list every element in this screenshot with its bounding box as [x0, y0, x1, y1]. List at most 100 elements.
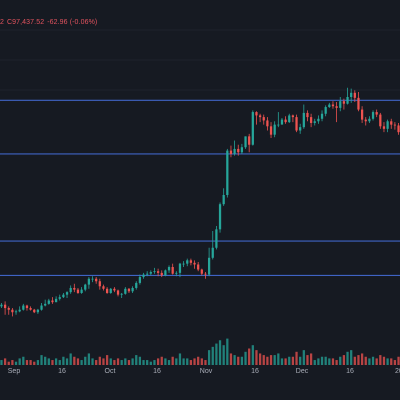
volume-bar	[40, 355, 43, 365]
candle-body	[102, 286, 105, 289]
candle-body	[346, 97, 349, 104]
candle-body	[193, 262, 196, 265]
horizontal-lines[interactable]	[0, 99, 400, 276]
candle-body	[84, 284, 87, 290]
volume-bar	[164, 358, 167, 365]
candle-body	[284, 119, 287, 123]
grid-lines	[0, 29, 400, 91]
candle-body	[368, 118, 371, 122]
volume-bar	[240, 356, 244, 365]
candle-body	[357, 97, 360, 110]
candle-body	[288, 115, 291, 123]
volume-bar	[295, 351, 298, 365]
volume-bar	[393, 360, 397, 365]
volume-bar	[113, 360, 116, 365]
candle-body	[47, 300, 50, 304]
volume-bar	[175, 358, 178, 365]
volume-bar	[226, 338, 229, 365]
volume-bar	[306, 355, 309, 365]
volume-bar	[109, 358, 112, 365]
volume-bar	[73, 356, 76, 365]
candle-body	[342, 101, 346, 104]
volume-bar	[368, 358, 371, 365]
candle-body	[397, 125, 400, 133]
candle-body	[40, 305, 43, 310]
volume-bar	[284, 358, 287, 365]
volume-bar	[339, 356, 342, 365]
candle-body	[386, 121, 389, 129]
x-tick-label: Nov	[200, 368, 213, 375]
candle-body	[116, 290, 120, 295]
candle-body	[95, 278, 98, 282]
candle-body	[299, 127, 302, 131]
candle-body	[0, 304, 3, 307]
volume-bar	[353, 356, 356, 365]
candle-body	[269, 126, 273, 135]
volume-bar	[65, 358, 69, 365]
volume-bar	[22, 356, 25, 365]
volume-bar	[135, 355, 138, 365]
volume-bar	[222, 345, 225, 365]
volume-bar	[313, 360, 316, 365]
candle-body	[390, 121, 393, 125]
volume-bar	[58, 360, 61, 365]
volume-bar	[218, 340, 222, 365]
volume-bar	[360, 353, 364, 365]
volume-bar	[193, 358, 196, 365]
volume-bar	[3, 358, 7, 365]
candle-body	[331, 104, 335, 107]
candle-body	[138, 277, 142, 283]
x-tick-label: 16	[251, 368, 259, 375]
volume-bar	[149, 361, 152, 365]
volume-bar	[357, 355, 360, 365]
candle-body	[80, 289, 83, 293]
candle-body	[251, 112, 254, 145]
volume-bar	[397, 356, 400, 365]
volume-bar	[390, 358, 393, 365]
volume-bar	[364, 356, 367, 365]
volume-bar	[146, 360, 149, 365]
candle-body	[240, 147, 244, 153]
volume-bar	[382, 356, 386, 365]
candle-body	[171, 267, 174, 274]
candle-body	[186, 260, 189, 264]
candle-body	[302, 112, 305, 128]
volume-bar	[204, 360, 207, 365]
volume-bar	[160, 356, 163, 365]
candle-body	[222, 194, 225, 205]
x-tick-label: 16	[346, 368, 354, 375]
candle-body	[87, 278, 91, 285]
volume-bar	[116, 358, 120, 365]
volume-bar	[237, 356, 240, 365]
candle-body	[73, 287, 76, 290]
candle-body	[277, 124, 280, 126]
candle-body	[182, 263, 185, 265]
candle-body	[149, 272, 152, 274]
volume-bar	[189, 360, 193, 365]
candle-body	[62, 294, 65, 298]
candle-body	[226, 150, 229, 195]
volume-bar	[29, 360, 32, 365]
candle-body	[33, 309, 36, 313]
volume-bar	[273, 355, 276, 365]
candle-body	[109, 288, 112, 293]
candle-body	[76, 289, 80, 293]
volume-bar	[131, 358, 134, 365]
volume-bar	[76, 358, 80, 365]
volume-bar	[258, 353, 262, 365]
candle-body	[36, 309, 40, 313]
volume-bar	[142, 360, 145, 365]
candle-body	[350, 92, 353, 97]
candle-body	[273, 124, 276, 135]
candle-body	[167, 267, 171, 271]
volume-bar	[167, 360, 171, 365]
volume-bar	[44, 356, 47, 365]
volume-bar	[266, 356, 269, 365]
candle-body	[54, 298, 58, 303]
volume-bar	[102, 358, 105, 365]
volume-bar	[280, 358, 284, 365]
candle-body	[204, 273, 207, 275]
candle-body	[11, 309, 14, 313]
